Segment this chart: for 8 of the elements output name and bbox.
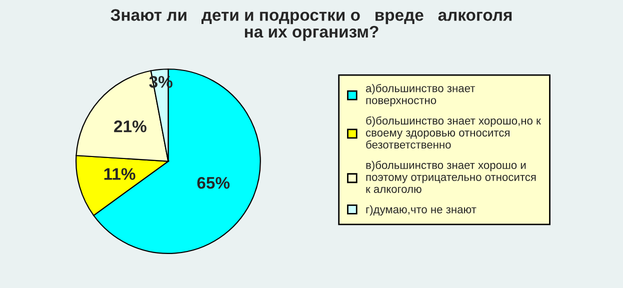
legend-label: г)думаю,что не знают [366,205,476,216]
legend-label: а)большинство знает поверхностно [366,84,476,106]
chart-title: Знают ли дети и подростки о вреде алкоголя на их организм? [110,9,512,41]
data-label: 11% [104,168,136,180]
legend-label: в)большинство знает хорошо и поэтому отрицательно относится к алкоголю [366,160,536,193]
data-label: 21% [114,120,146,132]
data-label: 65% [197,176,230,189]
legend-label: б)большинство знает хорошо,но к своему здоровью относится безответственно [366,116,541,149]
